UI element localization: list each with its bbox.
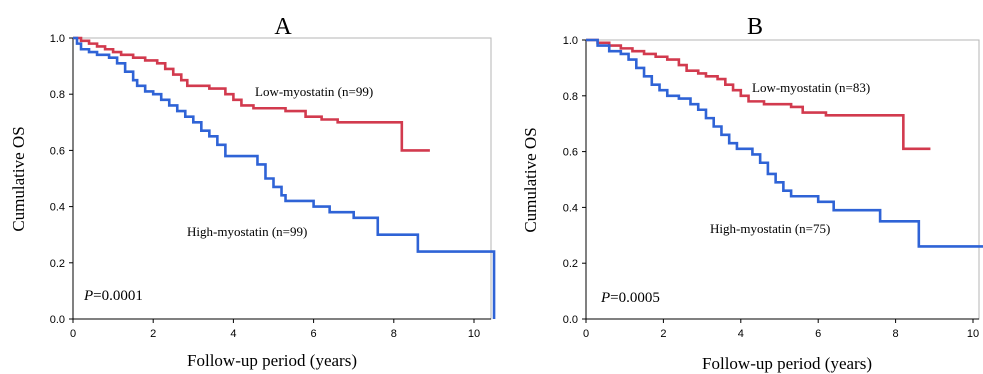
panel-b-y-tick-label: 0.4 [563,202,578,214]
panel-a: A 0.0 0.2 0.4 0.6 0.8 1.0 0 2 4 6 8 10 Low-myostat… [9,14,496,370]
panel-a-letter: A [274,14,292,40]
panel-b-x-tick-label: 4 [738,328,744,340]
panel-a-p-value: P=0.0001 [83,288,143,304]
panel-a-high-myostatin-curve [73,36,496,319]
panel-a-y-tick-label: 0.6 [50,145,65,157]
panel-b-p-number: =0.0005 [610,290,660,306]
panel-a-y-tick-label: 0.8 [50,89,65,101]
panel-b: B 0.0 0.2 0.4 0.6 0.8 1.0 0 2 4 6 8 10 Low-myostat… [521,14,983,373]
panel-b-x-tick-label: 6 [815,328,821,340]
panel-a-p-number: =0.0001 [93,288,143,304]
panel-a-high-myostatin-label: High-myostatin (n=99) [187,224,307,239]
panel-b-low-myostatin-curve [586,38,931,151]
panel-b-p-italic: P [600,290,610,306]
panel-b-high-myostatin-label: High-myostatin (n=75) [710,221,830,236]
panel-b-x-tick-label: 8 [893,328,899,340]
panel-b-y-tick-label: 0.2 [563,258,578,270]
panel-a-p-italic: P [83,288,93,304]
panel-a-y-axis-title: Cumulative OS [9,126,28,231]
panel-a-low-myostatin-curve [73,36,430,152]
panel-b-y-tick-label: 0.0 [563,314,578,326]
panel-a-x-axis-title: Follow-up period (years) [187,351,357,370]
panel-a-x-tick-label: 0 [70,328,76,340]
panel-b-y-tick-label: 0.8 [563,91,578,103]
panel-b-high-myostatin-curve [586,38,983,248]
panel-b-y-tick-label: 0.6 [563,147,578,159]
panel-b-y-ticks: 0.0 0.2 0.4 0.6 0.8 1.0 [563,35,586,326]
panel-b-x-axis-title: Follow-up period (years) [702,354,872,373]
panel-a-x-tick-label: 4 [230,328,236,340]
panel-b-x-tick-label: 2 [660,328,666,340]
panel-b-y-tick-label: 1.0 [563,35,578,47]
panel-a-x-ticks: 0 2 4 6 8 10 [70,319,480,340]
panel-b-x-ticks: 0 2 4 6 8 10 [583,319,979,340]
panel-a-y-tick-label: 0.2 [50,258,65,270]
panel-b-p-value: P=0.0005 [600,290,660,306]
panel-a-x-tick-label: 10 [468,328,480,340]
panel-b-letter: B [747,14,763,40]
panel-a-y-tick-label: 1.0 [50,33,65,45]
panel-b-x-tick-label: 0 [583,328,589,340]
panel-b-x-tick-label: 10 [967,328,979,340]
panel-a-low-myostatin-label: Low-myostatin (n=99) [255,84,373,99]
panel-a-y-tick-label: 0.0 [50,314,65,326]
panel-a-x-tick-label: 8 [391,328,397,340]
panel-b-low-myostatin-label: Low-myostatin (n=83) [752,80,870,95]
panel-b-y-axis-title: Cumulative OS [521,127,540,232]
panel-a-x-tick-label: 2 [150,328,156,340]
panel-a-y-ticks: 0.0 0.2 0.4 0.6 0.8 1.0 [50,33,73,326]
panel-a-y-tick-label: 0.4 [50,202,65,214]
panel-a-x-tick-label: 6 [311,328,317,340]
